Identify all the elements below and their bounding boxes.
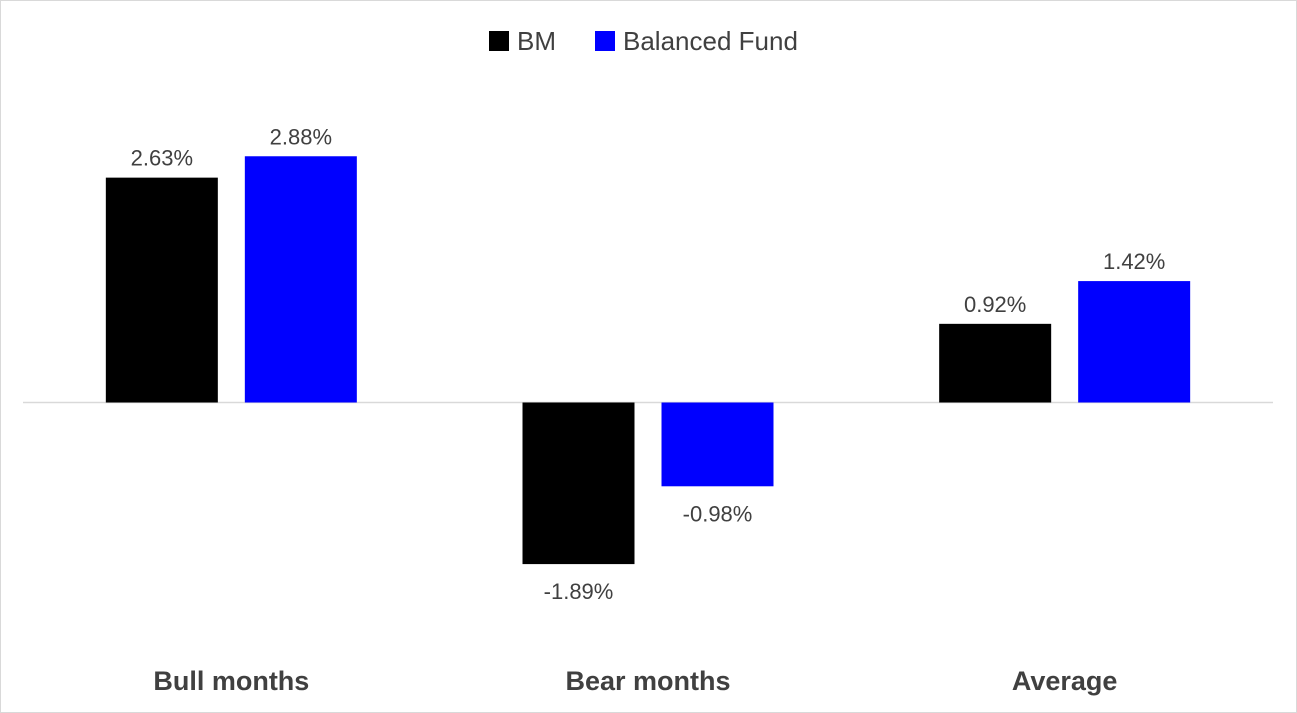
bar-bm-average (939, 323, 1052, 403)
bar-balanced-fund-bear-months (661, 402, 774, 487)
bars-group (105, 156, 1191, 565)
legend-label-balanced-fund: Balanced Fund (623, 26, 798, 56)
category-label-bear-months: Bear months (565, 666, 730, 696)
legend-swatch-balanced-fund (595, 31, 615, 51)
data-label-balanced-fund-bear-months: -0.98% (683, 501, 753, 526)
data-label-bm-average: 0.92% (964, 292, 1026, 317)
data-label-balanced-fund-bull-months: 2.88% (270, 124, 332, 149)
legend: BM Balanced Fund (489, 26, 798, 56)
bar-balanced-fund-average (1078, 281, 1191, 403)
legend-label-bm: BM (517, 26, 556, 56)
bar-bm-bear-months (522, 402, 635, 565)
category-label-bull-months: Bull months (153, 666, 309, 696)
data-labels-group: 2.63% 2.88% -1.89% -0.98% 0.92% 1.42% (131, 124, 1166, 604)
bar-balanced-fund-bull-months (244, 156, 357, 403)
category-label-average: Average (1012, 666, 1118, 696)
data-label-balanced-fund-average: 1.42% (1103, 249, 1165, 274)
category-labels-group: Bull months Bear months Average (153, 666, 1117, 696)
data-label-bm-bear-months: -1.89% (544, 579, 614, 604)
data-label-bm-bull-months: 2.63% (131, 146, 193, 171)
bar-bm-bull-months (105, 177, 218, 403)
legend-swatch-bm (489, 31, 509, 51)
